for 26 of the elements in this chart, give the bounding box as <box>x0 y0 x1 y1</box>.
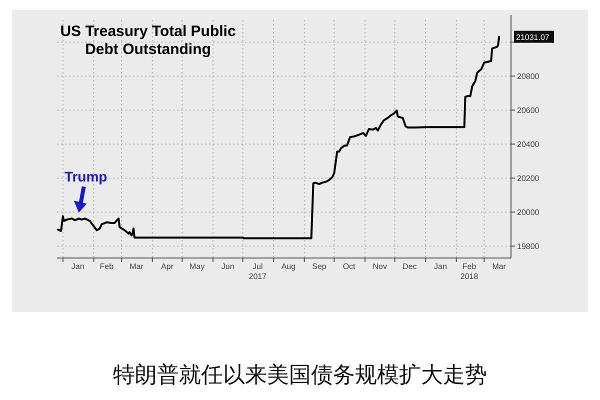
x-tick-label: Sep <box>312 262 327 271</box>
x-tick-label: Mar <box>492 262 506 271</box>
y-tick-label: 20600 <box>517 106 540 116</box>
x-tick-label: Mar <box>130 262 144 271</box>
x-tick-label: Apr <box>161 262 174 271</box>
x-tick-label: May <box>190 262 205 271</box>
x-tick-label: Dec <box>402 262 417 271</box>
y-tick-label: 20200 <box>517 174 540 184</box>
x-tick-label: Aug <box>281 262 296 271</box>
y-tick-label: 20800 <box>517 72 540 82</box>
y-tick-label: 20400 <box>517 140 540 150</box>
x-tick-label: Oct <box>342 262 356 271</box>
value-tag: 21031.07 <box>514 30 554 43</box>
x-tick-label: Jun <box>221 262 234 271</box>
y-tick-label: 19800 <box>517 242 540 252</box>
text: US Treasury Total Public Debt Outstanding <box>60 23 236 58</box>
text: 特朗普就任以来美国债务规模扩大走势 <box>113 363 487 388</box>
x-tick-label: Jan <box>434 262 447 271</box>
annotation: 21031.07 <box>516 32 550 42</box>
x-tick-label: Feb 2018 <box>460 262 479 281</box>
x-tick-label: Jul 2017 <box>248 262 268 281</box>
x-tick-label: Nov <box>372 262 387 271</box>
annotation: Trump <box>64 168 108 185</box>
y-tick-label: 20000 <box>517 208 540 218</box>
x-tick-label: Feb <box>100 262 114 271</box>
x-tick-label: Jan <box>71 262 84 271</box>
